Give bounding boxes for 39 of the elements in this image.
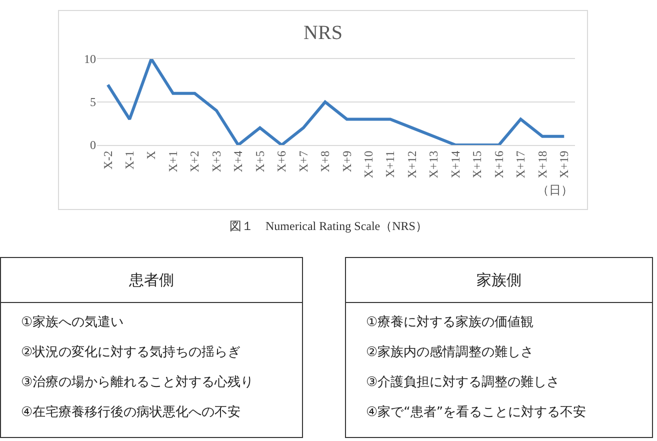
x-tick-label: X+18 bbox=[535, 150, 550, 178]
text: 家族側 bbox=[346, 258, 652, 303]
text: 患者側 bbox=[1, 258, 302, 303]
text: ④家で“患者”を看ることに対する不安 bbox=[365, 404, 588, 422]
x-tick-label: X+6 bbox=[274, 150, 289, 172]
line-series bbox=[106, 59, 566, 145]
x-tick-label: X+9 bbox=[340, 150, 354, 172]
y-tick-label: 5 bbox=[90, 95, 96, 110]
x-tick-label: X+10 bbox=[361, 150, 376, 178]
x-tick-label: X+4 bbox=[231, 150, 246, 172]
y-tick-label: 0 bbox=[90, 138, 96, 152]
x-tick-label: X-2 bbox=[100, 150, 115, 170]
x-tick-label: X+15 bbox=[470, 150, 484, 178]
x-tick-label: X+12 bbox=[404, 150, 419, 178]
text: ②家族内の感情調整の難しさ bbox=[365, 344, 535, 362]
x-tick-label: X+17 bbox=[514, 150, 528, 178]
x-tick-label: X+5 bbox=[252, 150, 267, 172]
y-tick-label: 10 bbox=[84, 52, 96, 66]
x-tick-label: X+13 bbox=[426, 150, 441, 178]
text: ①家族への気遣い bbox=[20, 314, 125, 332]
x-tick-label: X+19 bbox=[557, 150, 572, 178]
x-tick-label: X-1 bbox=[122, 150, 136, 170]
x-tick-label: X+1 bbox=[166, 150, 180, 172]
text: ②状況の変化に対する気持ちの揺らぎ bbox=[20, 344, 242, 362]
x-tick-label: X+14 bbox=[448, 150, 462, 178]
caption: 図１ Numerical Rating Scale（NRS） bbox=[228, 218, 428, 235]
x-tick-label: X+2 bbox=[188, 150, 202, 172]
x-tick-label: X+16 bbox=[492, 150, 506, 178]
chart-title: NRS bbox=[304, 22, 342, 44]
x-tick-label: X+7 bbox=[296, 150, 310, 172]
text: ④在宅療養移行後の病状悪化への不安 bbox=[20, 404, 242, 422]
x-tick-label: X+8 bbox=[318, 150, 332, 172]
text: ①療養に対する家族の価値観 bbox=[365, 314, 535, 332]
x-axis-title: （日） bbox=[537, 183, 573, 197]
x-tick-label: X+11 bbox=[383, 150, 398, 178]
text: ③介護負担に対する調整の難しさ bbox=[365, 374, 561, 392]
x-tick-label: X bbox=[144, 150, 158, 160]
text: ③治療の場から離れること対する心残り bbox=[20, 374, 255, 392]
x-tick-label: X+3 bbox=[209, 150, 224, 172]
